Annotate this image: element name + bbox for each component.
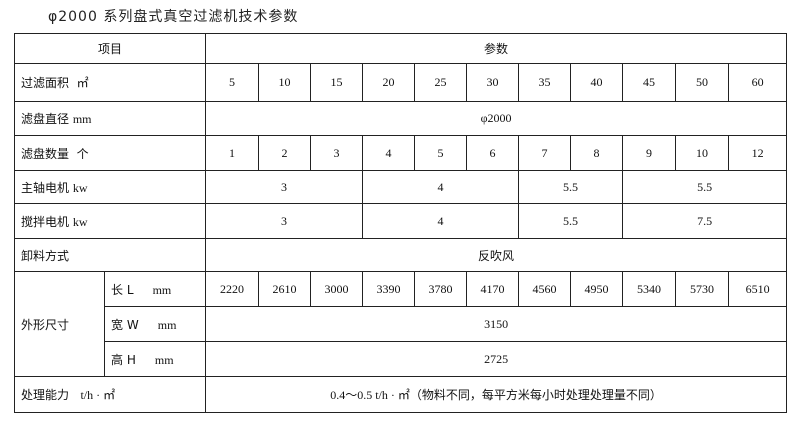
cell: 3 (205, 170, 364, 204)
cell: 10 (258, 63, 312, 102)
row-unit: ㎡ (76, 76, 89, 90)
cell: 反吹风 (205, 238, 788, 272)
cell: 0.4～0.5 t/h · ㎡（物料不同，每平方米每小时处理处理量不同） (205, 376, 788, 413)
cell: 5.5 (518, 170, 624, 204)
cell: 3780 (414, 271, 468, 307)
cell: 7.5 (622, 203, 788, 239)
cell: 3150 (205, 306, 788, 342)
row-unit: mm (157, 317, 177, 332)
cell: 30 (466, 63, 520, 102)
cell: 9 (622, 135, 677, 171)
row-main-motor: 主轴电机 kw 3 4 5.5 5.5 (13, 170, 788, 204)
row-label: 搅拌电机 (21, 214, 70, 229)
row-unit: kw (72, 214, 88, 229)
row-unit: kw (72, 180, 88, 195)
row-label: 滤盘数量 (21, 146, 70, 161)
cell: 4 (362, 203, 520, 239)
cell: 5.5 (622, 170, 788, 204)
sub-label: 长 L (111, 282, 134, 297)
cell: 35 (518, 63, 572, 102)
cell: 4170 (466, 271, 520, 307)
row-diameter: 滤盘直径 mm φ2000 (13, 101, 788, 136)
row-unit: mm (152, 282, 172, 297)
row-unit: t/h · ㎡ (80, 388, 116, 402)
row-label: 卸料方式 (13, 238, 207, 272)
row-unit: 个 (76, 146, 89, 161)
row-discharge: 卸料方式 反吹风 (13, 238, 788, 272)
cell: 4560 (518, 271, 572, 307)
header-row: 项目 参数 (13, 33, 788, 64)
row-area: 过滤面积 ㎡ 5 10 15 20 25 30 35 40 45 50 60 (13, 63, 788, 102)
cell: 4950 (570, 271, 624, 307)
cell: 5.5 (518, 203, 624, 239)
spec-table: 项目 参数 过滤面积 ㎡ 5 10 15 20 25 30 35 40 45 5… (13, 33, 788, 413)
cell: 5 (205, 63, 260, 102)
cell: 40 (570, 63, 624, 102)
cell: 50 (675, 63, 730, 102)
cell: 4 (362, 135, 416, 171)
cell: 60 (728, 63, 788, 102)
header-params: 参数 (205, 33, 788, 64)
cell: 4 (362, 170, 520, 204)
cell: 1 (205, 135, 260, 171)
row-length: 外形尺寸 长 L mm 2220 2610 3000 3390 3780 417… (14, 271, 788, 377)
row-height: 高 H mm 2725 (15, 341, 788, 377)
cell: 2220 (205, 271, 260, 307)
cell: 2 (258, 135, 312, 171)
cell: 5730 (675, 271, 730, 307)
row-unit: mm (72, 112, 92, 126)
cell: 3390 (362, 271, 416, 307)
cell: 3 (310, 135, 364, 171)
row-label: 处理能力 (21, 388, 70, 402)
sub-label: 宽 W (111, 317, 139, 332)
cell: 5 (414, 135, 468, 171)
cell: φ2000 (205, 101, 788, 136)
row-label: 过滤面积 (21, 76, 70, 90)
page-title: φ2000 系列盘式真空过滤机技术参数 (48, 9, 299, 25)
cell: 20 (362, 63, 416, 102)
cell: 7 (518, 135, 572, 171)
cell: 45 (622, 63, 677, 102)
row-label: 主轴电机 (21, 180, 70, 195)
cell: 6510 (728, 271, 788, 307)
sub-label: 高 H (111, 352, 136, 367)
cell: 12 (728, 135, 788, 171)
cell: 8 (570, 135, 624, 171)
row-label: 外形尺寸 (14, 271, 105, 377)
cell: 15 (310, 63, 364, 102)
row-capacity: 处理能力 t/h · ㎡ 0.4～0.5 t/h · ㎡（物料不同，每平方米每小… (13, 376, 788, 413)
row-stir-motor: 搅拌电机 kw 3 4 5.5 7.5 (13, 203, 788, 239)
cell: 3000 (310, 271, 364, 307)
row-label: 滤盘直径 (21, 112, 70, 126)
cell: 25 (414, 63, 468, 102)
cell: 5340 (622, 271, 677, 307)
row-count: 滤盘数量 个 1 2 3 4 5 6 7 8 9 10 12 (13, 135, 788, 171)
row-width: 宽 W mm 3150 (15, 306, 788, 342)
cell: 6 (466, 135, 520, 171)
cell: 3 (205, 203, 364, 239)
cell: 2610 (258, 271, 312, 307)
row-unit: mm (154, 352, 174, 367)
header-item: 项目 (13, 33, 207, 64)
cell: 2725 (205, 341, 788, 377)
cell: 10 (675, 135, 730, 171)
